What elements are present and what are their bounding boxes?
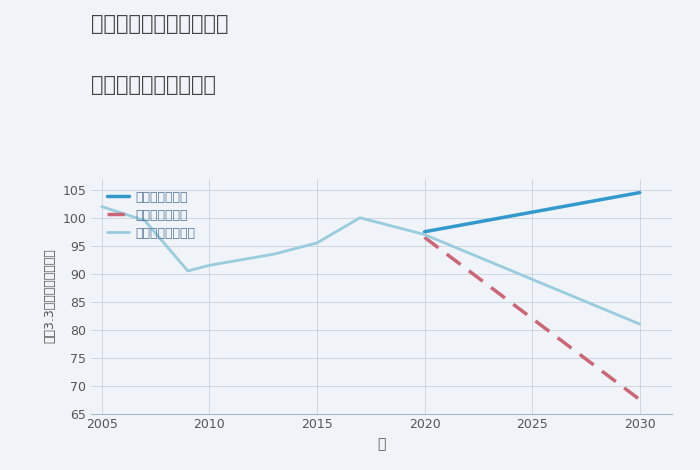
Legend: グッドシナリオ, バッドシナリオ, ノーマルシナリオ: グッドシナリオ, バッドシナリオ, ノーマルシナリオ: [103, 187, 200, 244]
ノーマルシナリオ: [270, 251, 278, 257]
X-axis label: 年: 年: [377, 437, 386, 451]
Text: 愛知県豊田市野見山町の: 愛知県豊田市野見山町の: [91, 14, 228, 34]
ノーマルシナリオ: [183, 268, 192, 274]
ノーマルシナリオ: [528, 276, 536, 282]
ノーマルシナリオ: [313, 240, 321, 246]
ノーマルシナリオ: [636, 321, 644, 327]
ノーマルシナリオ: [356, 215, 364, 220]
Line: バッドシナリオ: バッドシナリオ: [424, 237, 640, 400]
グッドシナリオ: [420, 229, 428, 235]
グッドシナリオ: [528, 209, 536, 215]
ノーマルシナリオ: [141, 218, 149, 223]
バッドシナリオ: [636, 397, 644, 402]
グッドシナリオ: [636, 190, 644, 196]
Line: ノーマルシナリオ: ノーマルシナリオ: [102, 207, 640, 324]
Y-axis label: 坪（3.3㎡）単価（万円）: 坪（3.3㎡）単価（万円）: [43, 249, 57, 344]
Line: グッドシナリオ: グッドシナリオ: [424, 193, 640, 232]
バッドシナリオ: [420, 235, 428, 240]
ノーマルシナリオ: [97, 204, 106, 210]
Text: 中古戸建ての価格推移: 中古戸建ての価格推移: [91, 75, 216, 95]
ノーマルシナリオ: [420, 232, 428, 237]
ノーマルシナリオ: [205, 263, 214, 268]
